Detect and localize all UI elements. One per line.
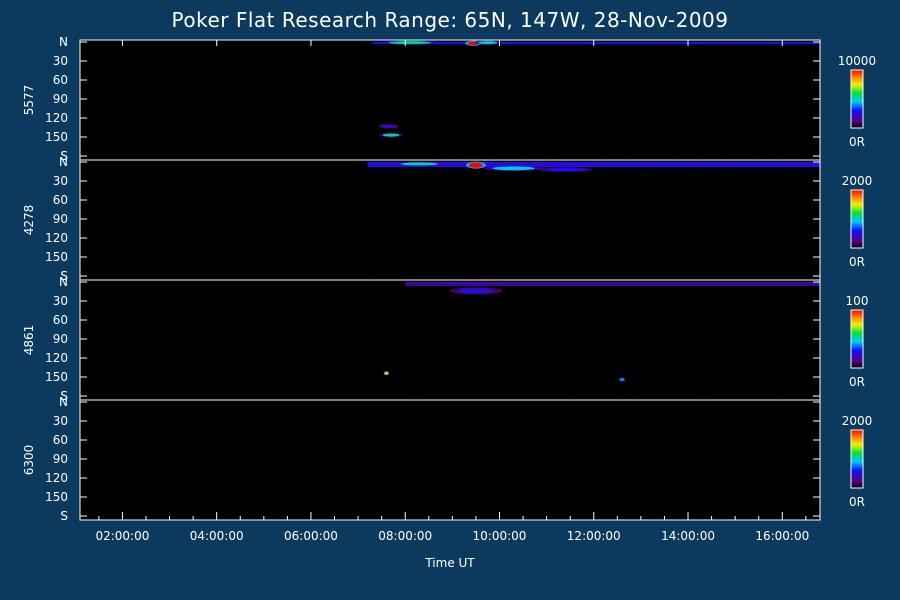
x-tick-label: 04:00:00 [190,529,244,543]
y-tick-label: 150 [45,130,68,144]
chart-title: Poker Flat Research Range: 65N, 147W, 28… [171,8,729,32]
colorbar-max-label: 10000 [838,54,876,68]
x-axis-title: Time UT [425,556,475,570]
y-tick-label: 90 [53,332,68,346]
aurora-emission [384,371,389,375]
horizon-band [372,42,820,44]
y-tick-label: 30 [53,174,68,188]
y-tick-label: 90 [53,212,68,226]
panel-5577: N 30 60 90 120 150 S 5577 10000 0R [22,35,876,163]
x-tick-label: 02:00:00 [95,529,149,543]
noise-field [367,160,820,280]
aurora-emission [478,41,498,45]
x-tick-label: 12:00:00 [567,529,621,543]
aurora-emission [388,41,432,45]
colorbar-max-label: 2000 [842,174,873,188]
y-tick-label: 120 [45,231,68,245]
aurora-emission [382,133,400,137]
y-tick-label: S [60,269,68,283]
y-tick-label: 30 [53,54,68,68]
colorbar-frame [850,309,864,369]
y-tick-label: 30 [53,414,68,428]
y-tick-label: N [59,35,68,49]
aurora-emission [619,378,625,382]
aurora-emission [381,124,396,128]
y-tick-label: 120 [45,351,68,365]
colorbar-frame [850,189,864,249]
y-tick-label: 90 [53,92,68,106]
x-tick-label: 14:00:00 [661,529,715,543]
panel-label: 6300 [22,445,36,476]
colorbar [851,430,863,488]
y-tick-label: N [59,155,68,169]
y-tick-label: N [59,395,68,409]
panel-label: 4278 [22,205,36,236]
colorbar [851,70,863,128]
y-tick-label: 30 [53,294,68,308]
colorbar-max-label: 2000 [842,414,873,428]
colorbar-frame [850,429,864,489]
y-tick-label: 60 [53,313,68,327]
horizon-band [367,162,820,168]
x-tick-label: 08:00:00 [378,529,432,543]
y-tick-label: S [60,509,68,523]
colorbar-min-label: 0R [849,495,865,509]
y-tick-label: 120 [45,111,68,125]
colorbar-min-label: 0R [849,255,865,269]
colorbar-max-label: 100 [846,294,869,308]
colorbar [851,190,863,248]
colorbar-frame [850,69,864,129]
y-tick-label: 150 [45,370,68,384]
aurora-emission [468,162,483,168]
y-tick-label: 90 [53,452,68,466]
y-tick-label: S [60,149,68,163]
aurora-emission [492,166,535,171]
panel-label: 5577 [22,85,36,116]
y-tick-label: 150 [45,490,68,504]
y-tick-label: S [60,389,68,403]
x-tick-label: 16:00:00 [755,529,809,543]
y-tick-label: 120 [45,471,68,485]
panel-4861: N 30 60 90 120 150 S 4861 100 0R [22,275,868,403]
aurora-emission [457,288,495,294]
y-tick-label: 60 [53,433,68,447]
y-tick-label: 60 [53,193,68,207]
colorbar-min-label: 0R [849,375,865,389]
colorbar-min-label: 0R [849,135,865,149]
panel-label: 4861 [22,325,36,356]
aurora-emission [400,162,439,166]
y-tick-label: N [59,275,68,289]
x-tick-label: 10:00:00 [473,529,527,543]
panel-frame [79,399,821,521]
aurora-emission [546,168,585,172]
y-tick-label: 150 [45,250,68,264]
x-tick-label: 06:00:00 [284,529,338,543]
y-tick-label: 60 [53,73,68,87]
panel-background [80,400,820,520]
noise-field [405,280,820,400]
noise-field [372,40,820,160]
panel-6300: N 30 60 90 120 150 S 6300 2000 0R [22,395,872,523]
horizon-band [405,282,820,286]
colorbar [851,310,863,368]
panel-4278: N 30 60 90 120 150 S 4278 2000 0R [22,155,872,283]
